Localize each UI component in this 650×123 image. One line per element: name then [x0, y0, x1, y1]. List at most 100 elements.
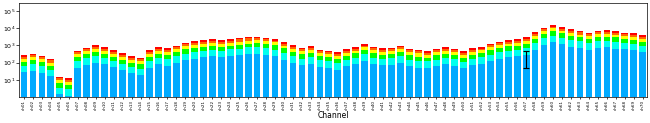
Bar — [74, 61, 81, 68]
Bar — [38, 62, 46, 66]
Bar — [352, 53, 359, 58]
Bar — [380, 65, 386, 123]
Bar — [514, 39, 521, 41]
Bar — [146, 52, 153, 54]
Bar — [532, 50, 538, 123]
Bar — [164, 66, 171, 123]
Bar — [514, 56, 521, 123]
Bar — [335, 70, 341, 123]
Bar — [505, 57, 512, 123]
Bar — [487, 44, 493, 45]
Bar — [487, 50, 493, 55]
Bar — [370, 48, 377, 50]
Bar — [92, 47, 99, 49]
Bar — [298, 49, 306, 51]
Bar — [209, 50, 216, 56]
Bar — [298, 51, 306, 54]
Bar — [335, 52, 341, 54]
Bar — [424, 58, 431, 61]
Bar — [254, 43, 261, 47]
Bar — [101, 51, 108, 54]
Bar — [245, 44, 252, 47]
Bar — [29, 64, 36, 71]
Bar — [47, 61, 54, 62]
Bar — [21, 55, 27, 57]
Bar — [101, 58, 108, 64]
Bar — [469, 52, 476, 55]
Bar — [567, 29, 575, 31]
Bar — [442, 51, 448, 54]
Bar — [388, 65, 395, 123]
Bar — [281, 46, 287, 48]
Bar — [567, 47, 575, 123]
Bar — [164, 59, 171, 66]
Bar — [66, 82, 72, 85]
Bar — [317, 67, 323, 123]
Bar — [352, 49, 359, 51]
Bar — [352, 64, 359, 123]
Bar — [361, 44, 368, 46]
Bar — [66, 80, 72, 82]
Bar — [469, 65, 476, 123]
Bar — [155, 54, 162, 58]
Bar — [343, 53, 350, 56]
Bar — [209, 39, 216, 41]
Bar — [57, 94, 63, 123]
Bar — [281, 44, 287, 46]
Bar — [415, 57, 422, 61]
Bar — [550, 42, 556, 123]
Bar — [272, 56, 278, 123]
Bar — [640, 37, 646, 39]
Bar — [128, 73, 135, 123]
Bar — [92, 45, 99, 47]
Bar — [119, 55, 126, 57]
Bar — [361, 47, 368, 50]
Bar — [83, 51, 90, 54]
Bar — [406, 55, 413, 60]
Bar — [586, 36, 592, 39]
Bar — [119, 70, 126, 123]
Bar — [577, 41, 583, 48]
Bar — [621, 33, 628, 34]
Bar — [173, 56, 180, 63]
Bar — [640, 52, 646, 123]
Bar — [532, 34, 538, 36]
Bar — [128, 67, 135, 73]
Bar — [307, 46, 315, 48]
Bar — [191, 52, 198, 59]
Bar — [451, 66, 458, 123]
Bar — [603, 32, 610, 34]
Bar — [83, 48, 90, 49]
Bar — [101, 49, 108, 51]
Bar — [272, 50, 278, 56]
Bar — [433, 60, 440, 66]
Bar — [640, 35, 646, 37]
Bar — [298, 59, 306, 65]
Bar — [523, 41, 530, 44]
Bar — [83, 54, 90, 58]
Bar — [29, 71, 36, 123]
Bar — [137, 75, 144, 123]
Bar — [155, 51, 162, 54]
Bar — [155, 64, 162, 123]
Bar — [388, 49, 395, 51]
Bar — [630, 33, 637, 35]
Bar — [74, 51, 81, 52]
Bar — [111, 61, 117, 67]
Bar — [406, 66, 413, 123]
Bar — [200, 40, 207, 42]
Bar — [83, 49, 90, 51]
Bar — [119, 57, 126, 60]
Bar — [397, 63, 404, 123]
Bar — [612, 31, 619, 33]
Bar — [335, 63, 341, 70]
Bar — [236, 38, 242, 39]
Bar — [182, 60, 188, 123]
Bar — [424, 68, 431, 123]
Bar — [83, 65, 90, 123]
Bar — [236, 39, 242, 42]
Bar — [595, 41, 601, 48]
Bar — [577, 48, 583, 123]
Bar — [451, 53, 458, 55]
Bar — [397, 49, 404, 52]
